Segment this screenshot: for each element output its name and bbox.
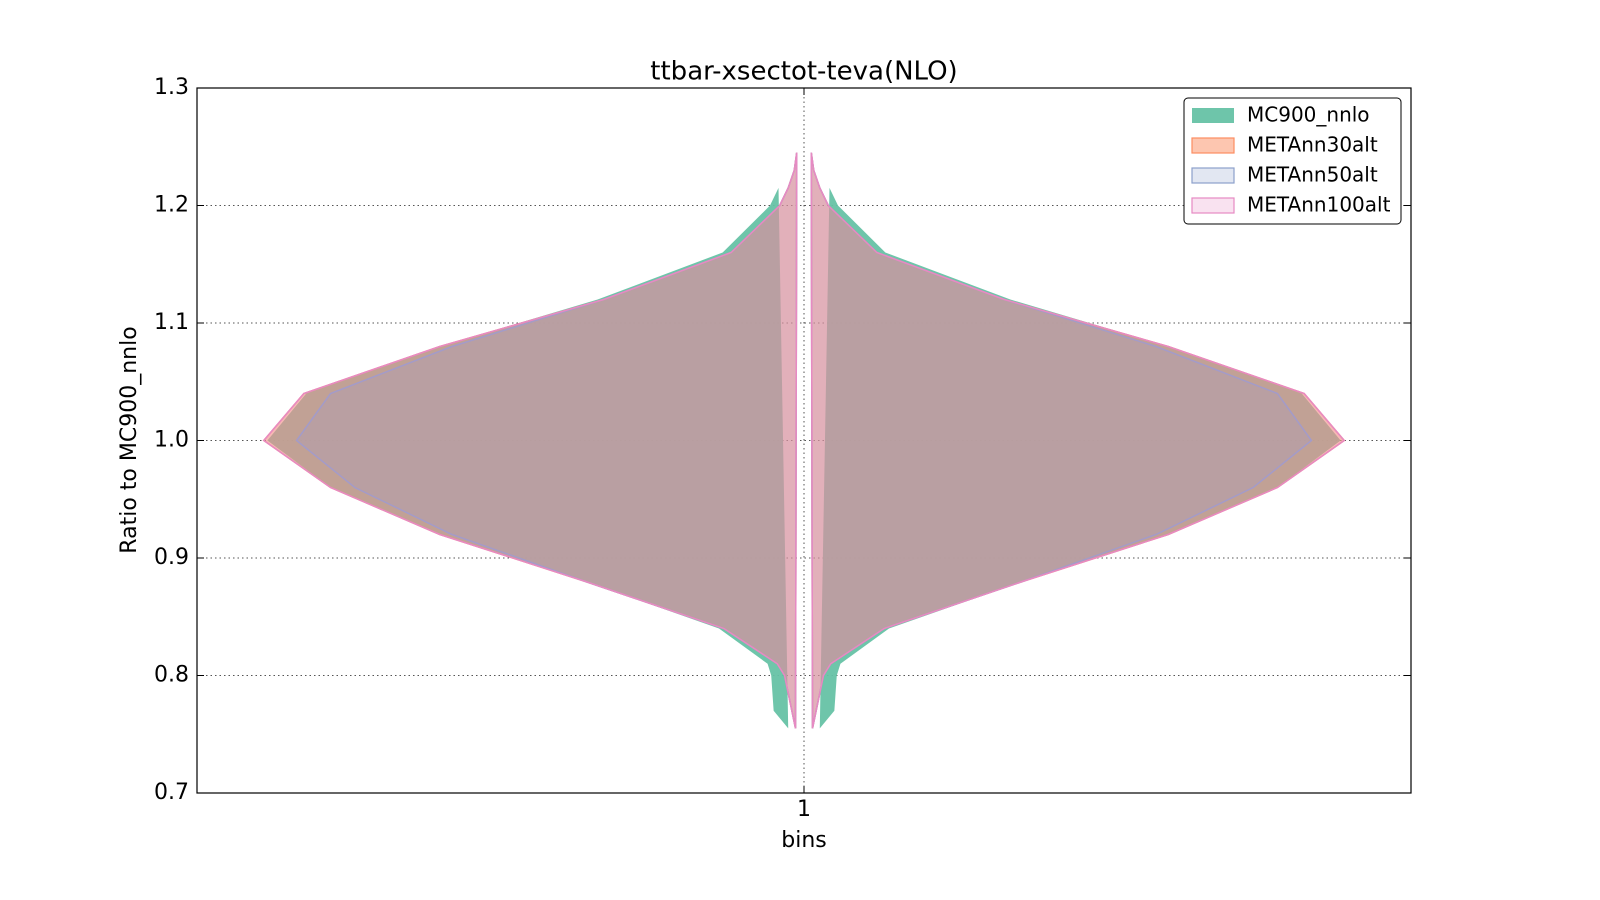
plot-frame (196, 87, 1412, 794)
y-tick-label: 0.7 (154, 780, 189, 805)
legend: MC900_nnlo METAnn30alt METAnn50alt METAnn10… (1183, 97, 1402, 225)
y-tick-label: 0.8 (154, 663, 189, 688)
y-tick-label: 1.0 (154, 428, 189, 453)
chart-title: ttbar-xsectot-teva(NLO) (650, 57, 957, 87)
legend-label: MC900_nnlo (1247, 103, 1370, 127)
y-tick-label: 0.9 (154, 545, 189, 570)
legend-label: METAnn50alt (1247, 163, 1378, 187)
legend-swatch (1192, 108, 1234, 123)
legend-box (1183, 97, 1402, 225)
x-tick-label: 1 (797, 797, 811, 822)
violin-half (262, 152, 798, 729)
y-tick-label: 1.2 (154, 193, 189, 218)
legend-label: METAnn30alt (1247, 133, 1378, 157)
legend-label: METAnn100alt (1247, 193, 1391, 217)
y-axis-label: Ratio to MC900_nnlo (117, 326, 142, 553)
legend-swatch (1191, 197, 1235, 214)
legend-swatch (1191, 167, 1235, 184)
y-tick-label: 1.3 (154, 75, 189, 100)
violin-half (810, 152, 1346, 729)
y-tick-label: 1.1 (154, 310, 189, 335)
x-axis-label: bins (781, 828, 826, 853)
legend-swatch (1191, 137, 1235, 154)
